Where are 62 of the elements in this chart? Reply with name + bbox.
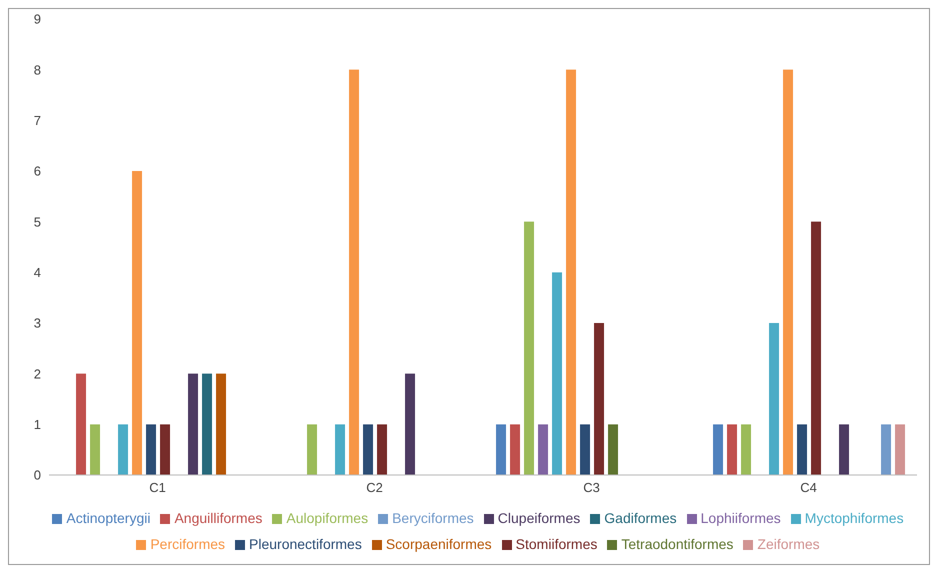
- bar: [132, 171, 142, 475]
- legend-label: Pleuronectiformes: [249, 536, 362, 552]
- y-tick-label: 0: [34, 468, 41, 483]
- bar: [335, 424, 346, 475]
- x-tick-label: C3: [583, 480, 600, 496]
- bar: [769, 323, 780, 475]
- bar: [202, 374, 212, 475]
- x-tick-label: C2: [366, 480, 383, 496]
- legend-label: Scorpaeniformes: [386, 536, 492, 552]
- y-tick-label: 8: [34, 62, 41, 78]
- bar: [783, 70, 794, 475]
- legend-label: Perciformes: [150, 536, 226, 552]
- legend-label: Aulopiformes: [286, 510, 368, 526]
- x-tick-label: C1: [149, 480, 166, 496]
- legend-label: Actinopterygii: [66, 510, 150, 526]
- bar: [881, 424, 892, 475]
- bar: [405, 374, 416, 475]
- bar: [216, 374, 226, 475]
- bar: [524, 222, 534, 475]
- bar: [363, 424, 374, 475]
- bar: [496, 424, 506, 475]
- legend-label: Anguilliformes: [174, 510, 262, 526]
- bar: [552, 272, 562, 475]
- bar: [307, 424, 318, 475]
- x-tick-label: C4: [800, 480, 817, 496]
- bar: [118, 424, 128, 475]
- bar: [811, 222, 822, 475]
- bar: [741, 424, 752, 475]
- legend-label: Stomiiformes: [516, 536, 598, 552]
- legend-label: Gadiformes: [604, 510, 677, 526]
- y-tick-label: 2: [34, 366, 41, 382]
- y-tick-label: 3: [34, 316, 41, 331]
- bar: [188, 374, 198, 475]
- y-tick-label: 9: [34, 12, 41, 27]
- y-tick-label: 1: [34, 416, 41, 432]
- bar: [566, 70, 576, 475]
- bar: [377, 424, 388, 475]
- legend-label: Zeiformes: [757, 536, 820, 552]
- y-tick-label: 4: [34, 264, 41, 280]
- bar: [349, 70, 360, 475]
- bar: [146, 424, 156, 475]
- bar: [797, 424, 808, 475]
- bar: [895, 424, 906, 475]
- legend-label: Lophiiformes: [700, 510, 781, 526]
- y-tick-label: 5: [34, 214, 41, 230]
- bar: [580, 424, 590, 475]
- bar: [90, 424, 100, 475]
- bar: [594, 323, 604, 475]
- y-tick-label: 7: [34, 112, 41, 128]
- legend-label: Tetraodontiformes: [621, 536, 734, 552]
- legend-label: Beryciformes: [392, 510, 474, 526]
- bar: [76, 374, 86, 475]
- bar: [160, 424, 170, 475]
- y-tick-label: 6: [34, 164, 41, 179]
- legend-label: Myctophiformes: [804, 510, 904, 526]
- bar: [713, 424, 724, 475]
- bar: [839, 424, 850, 475]
- bar: [510, 424, 520, 475]
- legend-label: Clupeiformes: [498, 510, 580, 526]
- bar: [727, 424, 738, 475]
- bar: [538, 424, 548, 475]
- bar: [608, 424, 618, 475]
